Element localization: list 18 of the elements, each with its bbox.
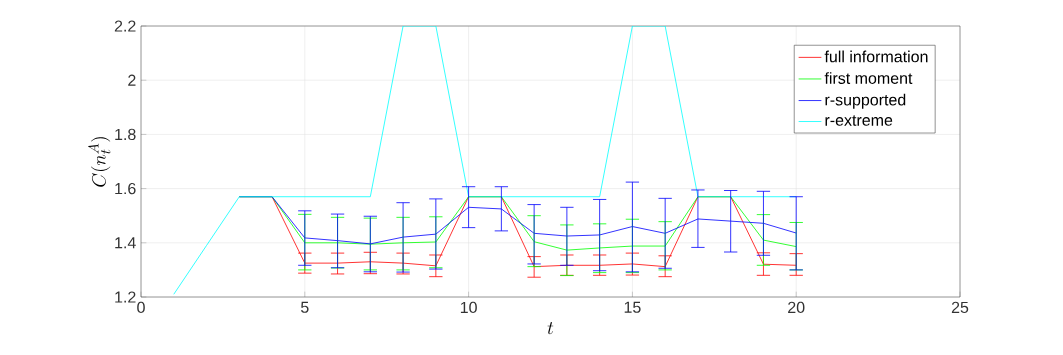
x-tick-label: 20 [788, 301, 805, 314]
y-tick-label: 2.2 [114, 20, 136, 32]
y-tick-label: 1.6 [115, 182, 136, 195]
legend-label: full information [824, 50, 928, 63]
y-axis-title: $C(n_t^A)$ [88, 137, 111, 187]
x-axis-title: $t$ [547, 322, 554, 335]
x-tick-label: 5 [301, 301, 309, 313]
y-tick-label: 1.8 [115, 128, 136, 141]
y-tick-label: 2 [128, 74, 136, 86]
y-tick-label: 1.4 [115, 237, 136, 249]
x-tick-label: 15 [624, 301, 641, 313]
legend-label: first moment [824, 72, 913, 84]
legend-label: r-supported [825, 93, 906, 109]
legend-label: r-extreme [825, 115, 893, 126]
y-tick-label: 1.2 [115, 291, 136, 303]
x-tick-label: 10 [460, 301, 477, 314]
x-tick-label: 0 [137, 301, 145, 314]
x-tick-label: 25 [951, 301, 969, 314]
